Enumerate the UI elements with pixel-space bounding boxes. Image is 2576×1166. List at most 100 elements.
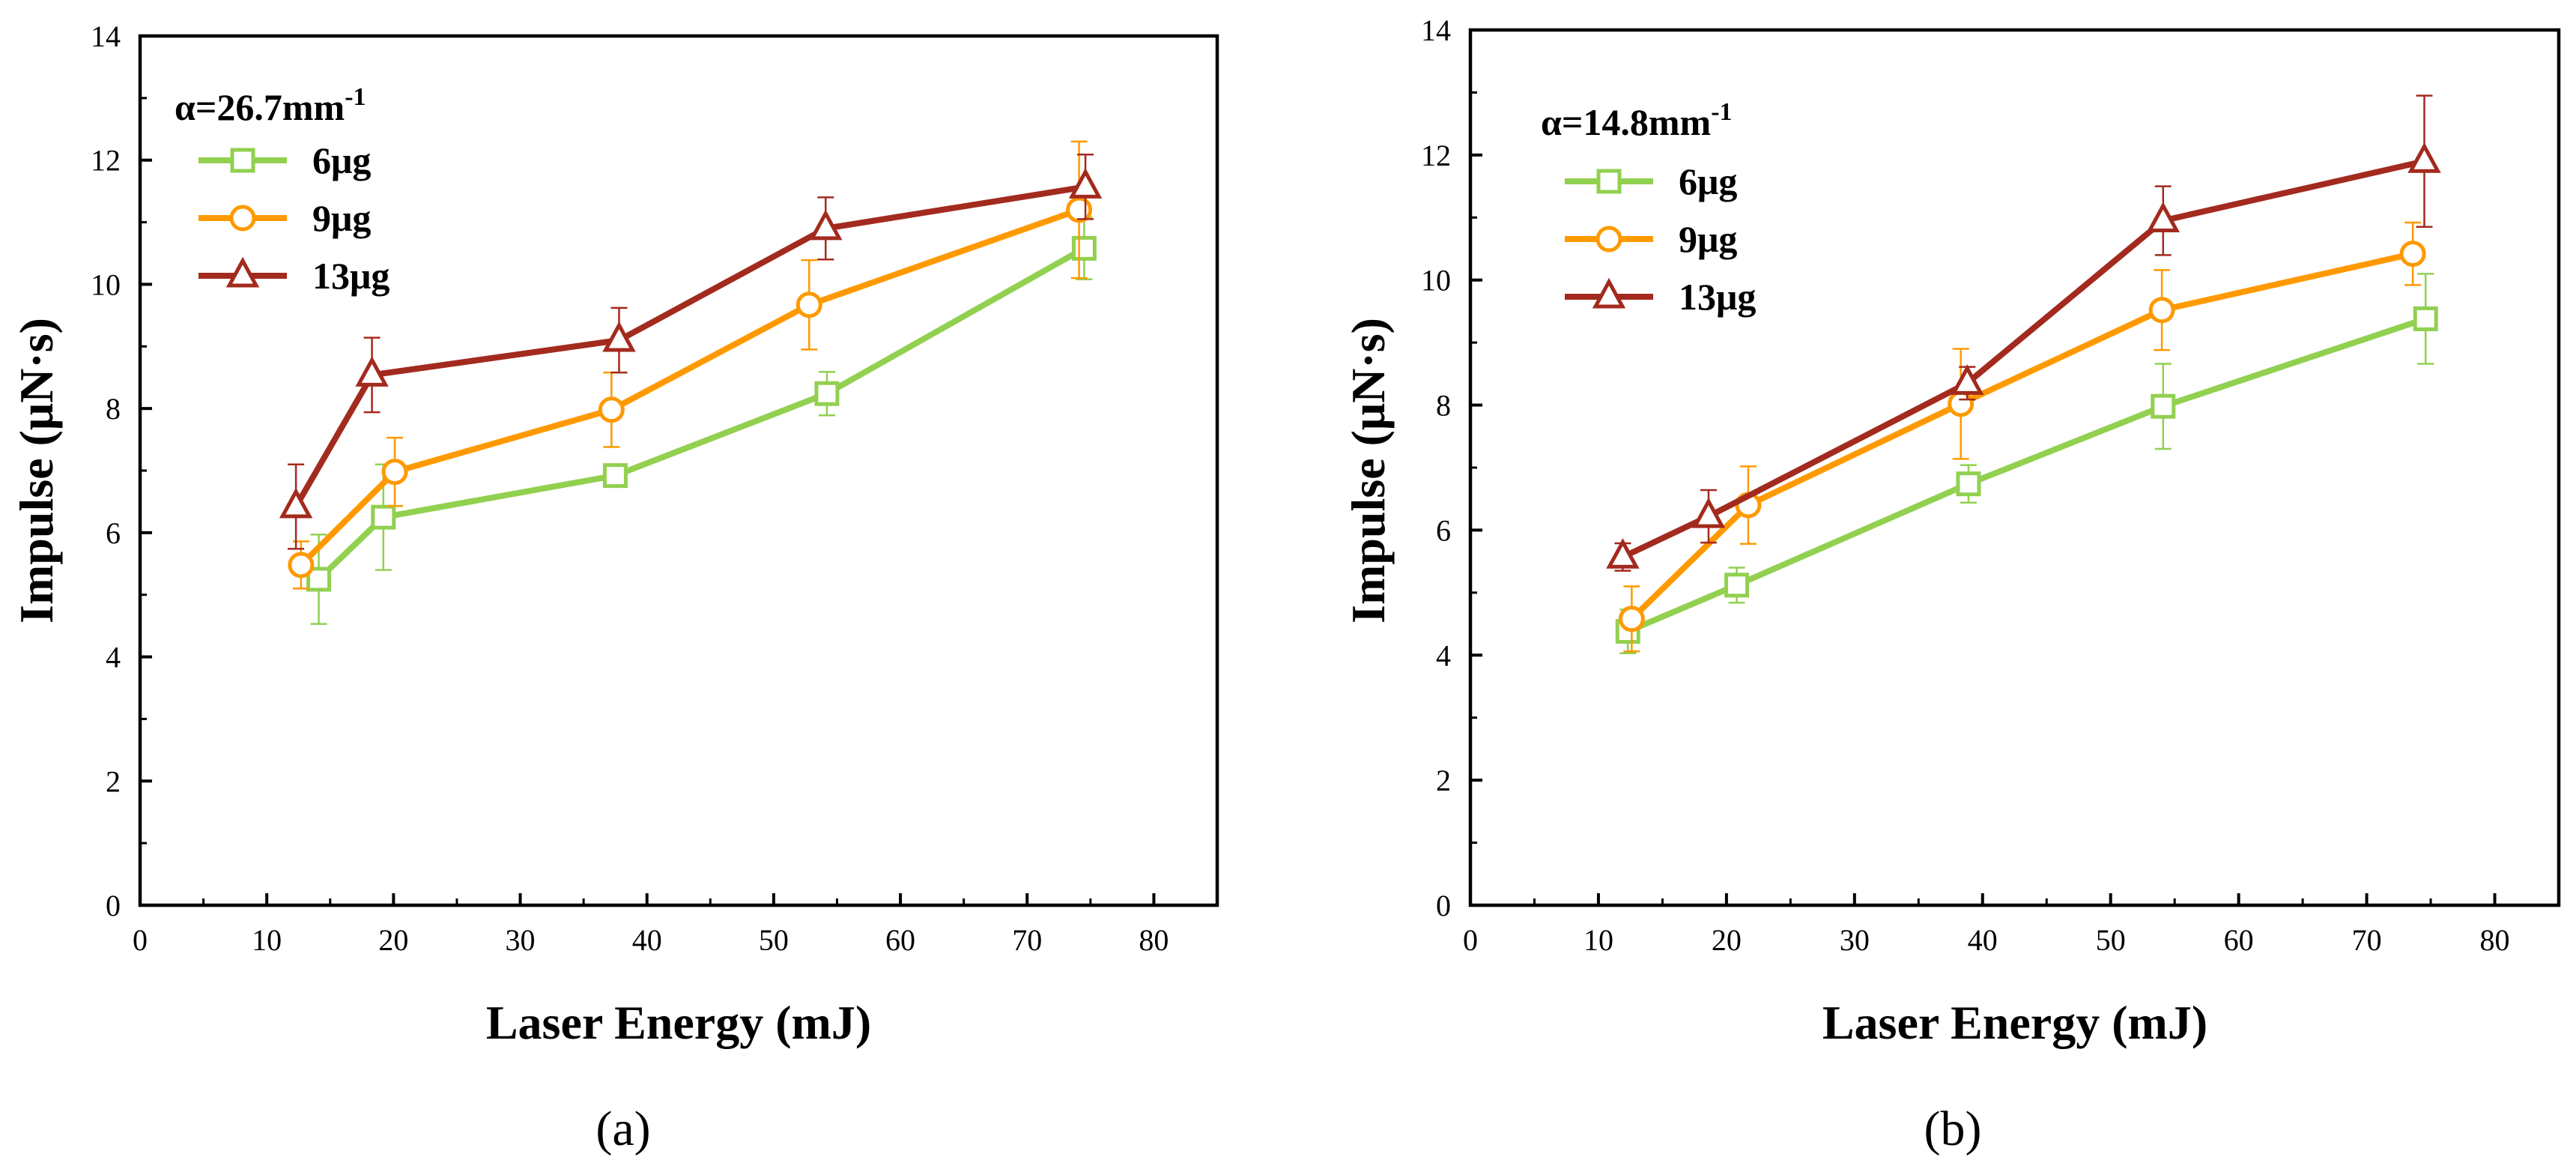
y-tick-label: 2	[106, 764, 121, 798]
data-point	[381, 459, 408, 486]
legend-marker	[1596, 169, 1622, 194]
data-point	[279, 487, 313, 519]
legend-entries: 6μg 9μg 13μg	[1565, 160, 1756, 318]
legend-label: 9μg	[312, 197, 371, 239]
series-line	[293, 184, 1086, 509]
legend-entry: 6μg	[198, 139, 371, 181]
series-triangle-group	[1606, 94, 2441, 572]
series-layer	[279, 140, 1103, 625]
x-tick-label: 30	[506, 923, 536, 957]
data-point	[2146, 202, 2180, 232]
y-tick-label: 6	[1436, 513, 1451, 547]
legend-title: α=14.8mm-1	[1541, 98, 1733, 143]
legend-entry: 9μg	[1565, 218, 1737, 260]
data-point	[2407, 142, 2441, 173]
x-tick-label: 70	[2352, 923, 2382, 957]
y-tick-label: 0	[1436, 889, 1451, 922]
legend-label: 6μg	[1679, 160, 1737, 202]
y-tick-label: 8	[1436, 389, 1451, 423]
x-tick-label: 60	[885, 923, 915, 957]
x-tick-label: 50	[759, 923, 789, 957]
legend-entry: 9μg	[198, 197, 371, 239]
y-tick-label: 12	[1421, 139, 1451, 172]
data-point	[355, 356, 389, 387]
x-tick-label: 0	[133, 923, 148, 957]
data-point	[1068, 168, 1103, 199]
data-point	[795, 292, 822, 318]
data-point	[1691, 497, 1726, 528]
x-tick-label: 30	[1840, 923, 1870, 957]
data-point	[1606, 538, 1640, 569]
y-tick-label: 10	[91, 268, 121, 301]
legend-marker	[229, 205, 256, 232]
data-point	[602, 321, 636, 352]
y-tick-label: 12	[91, 144, 121, 178]
series-circle-group	[288, 140, 1093, 590]
chart-panel-b: 0 10 20 30 40 50 60 70 80 0 2 4 6 8 10 12 14 α=14.8mm-1 …	[1342, 13, 2561, 1156]
legend-title: α=26.7mm-1	[175, 83, 366, 128]
legend-entries: 6μg 9μg 13μg	[198, 139, 390, 297]
data-point	[814, 381, 840, 406]
y-tick-label: 14	[91, 19, 121, 53]
series-triangle-group	[279, 154, 1103, 550]
axis-tick-labels: 0 10 20 30 40 50 60 70 80 0 2 4 6 8 10 12 14	[1421, 13, 2510, 957]
x-tick-label: 20	[1712, 923, 1742, 957]
y-tick-label: 8	[106, 392, 121, 426]
axis-ticks	[1469, 28, 2497, 907]
x-tick-label: 50	[2096, 923, 2126, 957]
y-tick-label: 14	[1421, 13, 1451, 47]
legend-marker	[225, 256, 260, 288]
x-tick-label: 70	[1012, 923, 1042, 957]
y-tick-label: 6	[106, 516, 121, 550]
series-square-group	[306, 216, 1097, 625]
data-point	[1066, 196, 1093, 223]
plot-frame	[138, 34, 1219, 907]
x-tick-label: 10	[1584, 923, 1613, 957]
y-tick-label: 2	[1436, 764, 1451, 797]
data-point	[809, 209, 843, 241]
y-axis-title: Impulse (μN·s)	[1342, 318, 1395, 623]
chart-panel-a: 0 10 20 30 40 50 60 70 80 0 2 4 6 8 10 12 14 α=26.7mm-1 …	[10, 19, 1219, 1156]
legend-marker	[1592, 277, 1626, 309]
y-tick-label: 4	[1436, 638, 1451, 672]
legend-title-base: α=14.8mm	[1541, 101, 1711, 143]
x-tick-label: 20	[378, 923, 408, 957]
data-point	[1071, 235, 1097, 261]
legend-label: 6μg	[312, 139, 371, 181]
data-point	[1948, 390, 1975, 417]
data-point	[602, 463, 628, 489]
panel-caption-a: (a)	[595, 1102, 650, 1156]
axis-ticks	[139, 34, 1156, 907]
y-tick-label: 0	[106, 889, 121, 922]
x-tick-label: 40	[1968, 923, 1998, 957]
data-point	[371, 504, 396, 530]
legend-entry: 13μg	[1565, 276, 1756, 318]
legend-marker	[1595, 226, 1622, 253]
legend-title-superscript: -1	[345, 83, 366, 111]
x-tick-label: 80	[1139, 923, 1169, 957]
data-point	[1618, 605, 1645, 632]
legend-marker	[230, 148, 255, 173]
y-axis-title: Impulse (μN·s)	[10, 318, 63, 623]
legend-entry: 6μg	[1565, 160, 1737, 202]
legend: α=26.7mm-1 6μg 9μg 13μg	[175, 83, 390, 297]
legend: α=14.8mm-1 6μg 9μg 13μg	[1541, 98, 1756, 318]
legend-title-superscript: -1	[1711, 98, 1732, 126]
x-tick-label: 60	[2224, 923, 2254, 957]
data-point	[1951, 364, 1984, 395]
data-point	[2151, 393, 2176, 419]
data-point	[598, 396, 625, 423]
data-point	[2148, 297, 2175, 324]
legend-entry: 13μg	[198, 255, 390, 297]
data-point	[2413, 306, 2438, 331]
data-point	[2399, 241, 2426, 268]
x-axis-title: Laser Energy (mJ)	[1822, 996, 2207, 1049]
y-tick-label: 10	[1421, 264, 1451, 297]
legend-label: 13μg	[312, 255, 390, 297]
legend-title-base: α=26.7mm	[175, 86, 345, 128]
data-point	[288, 552, 315, 579]
x-tick-label: 80	[2480, 923, 2510, 957]
series-layer	[1606, 94, 2441, 655]
axis-tick-labels: 0 10 20 30 40 50 60 70 80 0 2 4 6 8 10 12 14	[91, 19, 1169, 957]
